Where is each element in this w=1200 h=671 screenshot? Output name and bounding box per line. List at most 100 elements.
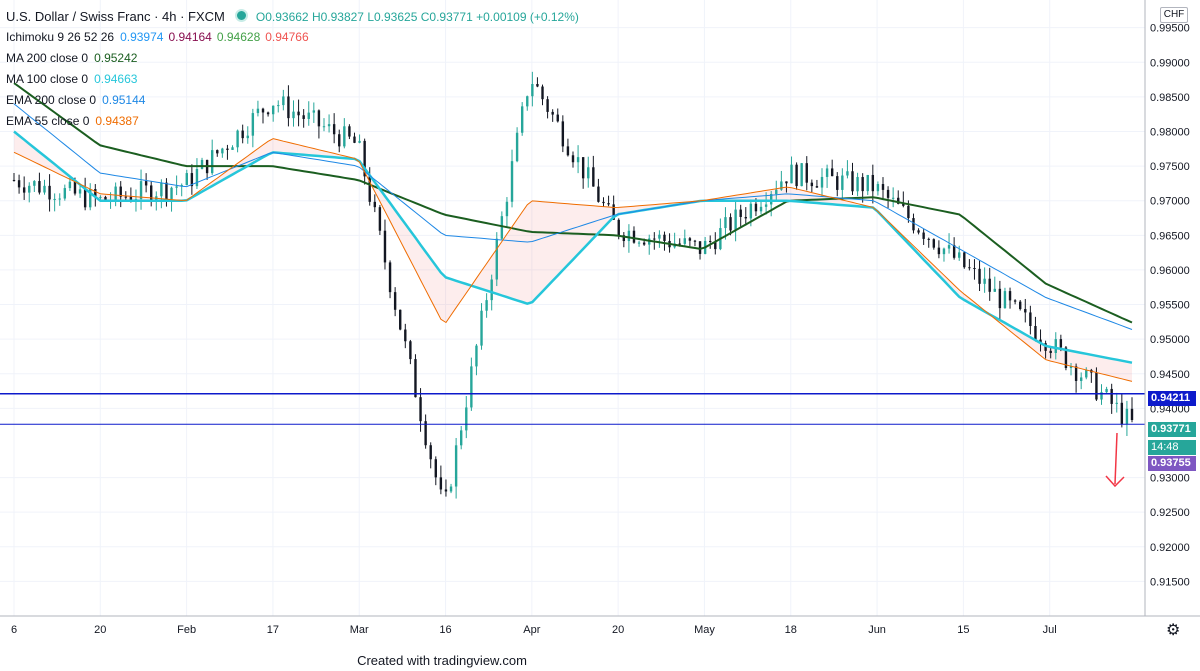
- candle-body: [53, 198, 56, 200]
- countdown-tag: 14:48: [1148, 440, 1196, 455]
- candle-body: [886, 189, 890, 198]
- price-tick-label: 0.98500: [1150, 92, 1190, 104]
- currency-label[interactable]: CHF: [1160, 7, 1188, 23]
- candle-body: [155, 196, 158, 202]
- time-tick-label: Apr: [523, 624, 540, 636]
- candle-body: [1024, 309, 1027, 313]
- candle-body: [63, 188, 67, 199]
- candle-body: [312, 110, 316, 113]
- indicator-row[interactable]: Ichimoku 9 26 52 26 0.93974 0.94164 0.94628…: [6, 27, 579, 48]
- candle-body: [505, 201, 509, 217]
- chart-legend: U.S. Dollar / Swiss Franc · 4h · FXCM O0.…: [6, 6, 579, 132]
- candle-body: [795, 164, 798, 187]
- time-tick-label: May: [694, 624, 715, 636]
- indicator-row[interactable]: MA 100 close 0 0.94663: [6, 69, 579, 90]
- market-status-icon: [234, 9, 248, 22]
- candle-body: [825, 168, 829, 177]
- candle-body: [94, 189, 97, 198]
- candle-body: [48, 185, 51, 200]
- candle-body: [851, 171, 854, 192]
- candle-body: [99, 196, 102, 198]
- candle-body: [185, 173, 188, 186]
- cloud-area: [14, 131, 1132, 382]
- candle-body: [515, 132, 519, 162]
- candle-body: [368, 176, 371, 202]
- candle-body: [815, 186, 819, 188]
- candle-body: [891, 197, 895, 199]
- price-tick-label: 0.99000: [1150, 57, 1190, 69]
- price-axis: 0.99500 0.99000 0.98500 0.98000 0.97500 0.970…: [1150, 23, 1190, 589]
- price-tick-label: 0.92000: [1150, 542, 1190, 554]
- candle-body: [769, 194, 773, 205]
- candle-body: [1003, 291, 1007, 309]
- candle-body: [200, 159, 204, 169]
- candle-body: [1049, 350, 1052, 353]
- price-tick-label: 0.96500: [1150, 230, 1190, 242]
- hline-price-tag: 0.94211: [1148, 391, 1196, 406]
- settings-gear-icon[interactable]: ⚙: [1166, 622, 1181, 639]
- candle-body: [434, 459, 437, 478]
- candle-body: [698, 241, 702, 254]
- price-tick-label: 0.99500: [1150, 23, 1190, 35]
- candle-body: [38, 181, 41, 193]
- candle-body: [409, 341, 412, 360]
- down-arrow-icon: [1105, 432, 1125, 488]
- candle-body: [388, 262, 392, 293]
- candle-body: [627, 230, 631, 242]
- candle-body: [520, 106, 524, 133]
- candle-body: [912, 218, 915, 231]
- candle-body: [277, 105, 280, 107]
- candle-body: [724, 217, 727, 229]
- low-value: L0.93625: [367, 10, 418, 24]
- candle-body: [983, 278, 986, 284]
- candle-body: [175, 186, 178, 188]
- indicator-value: 0.93974: [120, 30, 164, 44]
- last-price-tag: 0.93771: [1148, 422, 1196, 437]
- candle-body: [216, 150, 219, 154]
- candle-body: [195, 168, 199, 187]
- candle-body: [709, 240, 712, 242]
- candle-body: [754, 203, 758, 212]
- candle-body: [1019, 301, 1022, 310]
- candle-body: [393, 292, 397, 310]
- candle-body: [444, 489, 448, 492]
- candle-body: [581, 157, 585, 179]
- candle-body: [927, 238, 930, 240]
- candle-body: [907, 205, 910, 219]
- candle-body: [780, 181, 783, 190]
- time-tick-label: Feb: [177, 624, 196, 636]
- candle-body: [836, 176, 839, 190]
- candle-body: [322, 126, 326, 128]
- candle-body: [307, 112, 310, 119]
- candle-body: [119, 186, 122, 197]
- candle-body: [419, 397, 422, 422]
- candle-body: [917, 230, 920, 233]
- candle-body: [495, 238, 498, 280]
- candle-body: [612, 204, 615, 220]
- low-price-tag: 0.93755: [1148, 456, 1196, 471]
- symbol-title[interactable]: U.S. Dollar / Swiss Franc · 4h · FXCM: [6, 9, 225, 24]
- time-axis: 6 20 Feb 17 Mar 16 Apr 20 May 18 Jun 15 Jul: [11, 624, 1057, 636]
- candle-body: [343, 126, 346, 147]
- indicator-name: MA 200 close 0: [6, 51, 89, 65]
- candle-body: [43, 185, 46, 193]
- candle-body: [739, 209, 742, 217]
- candle-body: [566, 146, 570, 156]
- candle-body: [302, 115, 305, 119]
- candle-body: [1029, 312, 1032, 326]
- candle-body: [429, 445, 432, 460]
- indicator-value: 0.95144: [102, 93, 146, 107]
- candle-body: [830, 168, 834, 177]
- indicator-row[interactable]: EMA 200 close 0 0.95144: [6, 90, 579, 111]
- candle-body: [876, 184, 880, 192]
- close-value: C0.93771: [420, 10, 473, 24]
- price-tick-label: 0.95500: [1150, 300, 1190, 312]
- candle-body: [963, 252, 966, 268]
- candle-body: [1008, 291, 1012, 301]
- indicator-row[interactable]: MA 200 close 0 0.95242: [6, 48, 579, 69]
- candle-body: [144, 181, 148, 186]
- candle-body: [1079, 377, 1083, 381]
- candle-body: [33, 181, 36, 186]
- indicator-row[interactable]: EMA 55 close 0 0.94387: [6, 111, 579, 132]
